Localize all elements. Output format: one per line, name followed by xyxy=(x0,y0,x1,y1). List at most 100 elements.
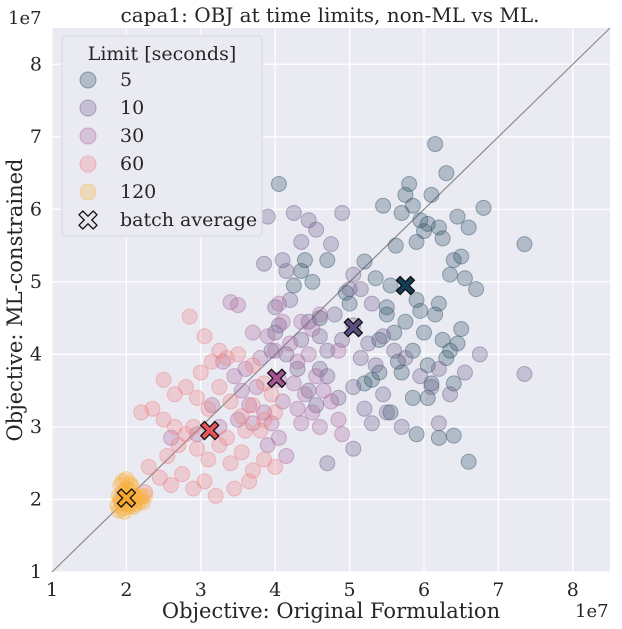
data-point-10s xyxy=(289,360,306,377)
data-point-60s xyxy=(200,400,217,417)
data-point-10s xyxy=(308,397,325,414)
data-point-5s xyxy=(404,389,421,406)
data-point-10s xyxy=(308,221,325,238)
x-tick-label: 5 xyxy=(344,579,356,601)
data-point-60s xyxy=(267,404,284,421)
data-point-10s xyxy=(282,292,299,308)
data-point-10s xyxy=(319,342,336,359)
x-offset-label: 1e7 xyxy=(575,601,609,622)
data-point-10s xyxy=(352,281,369,298)
data-point-5s xyxy=(460,453,477,470)
data-point-30s xyxy=(230,297,246,314)
data-point-60s xyxy=(159,447,176,464)
y-axis-label: Objective: ML-constrained xyxy=(3,159,27,442)
data-point-30s xyxy=(259,328,276,345)
data-point-5s xyxy=(419,389,436,406)
data-point-5s xyxy=(387,237,404,254)
y-tick-label: 4 xyxy=(30,343,42,365)
data-point-5s xyxy=(337,284,354,301)
data-point-60s xyxy=(244,462,261,479)
legend-label: 5 xyxy=(120,69,132,91)
data-point-10s xyxy=(375,386,392,403)
data-point-5s xyxy=(393,364,410,381)
data-point-10s xyxy=(311,328,328,345)
data-point-5s xyxy=(456,270,473,287)
data-point-60s xyxy=(144,400,161,417)
data-point-30s xyxy=(289,353,306,370)
data-point-60s xyxy=(267,458,284,475)
data-point-60s xyxy=(237,422,254,439)
data-point-5s xyxy=(445,375,462,392)
data-point-60s xyxy=(155,411,172,428)
data-point-60s xyxy=(233,444,250,461)
data-point-10s xyxy=(386,342,403,359)
data-point-60s xyxy=(140,458,157,475)
data-point-10s xyxy=(412,368,429,385)
data-point-10s xyxy=(423,379,440,396)
data-point-30s xyxy=(244,324,261,341)
data-point-5s xyxy=(419,357,436,374)
data-point-10s xyxy=(326,306,343,323)
data-point-5s xyxy=(434,230,451,247)
data-point-30s xyxy=(330,411,347,428)
data-point-5s xyxy=(468,281,485,298)
data-point-60s xyxy=(189,389,206,406)
legend-label: 60 xyxy=(120,153,144,175)
data-point-30s xyxy=(263,415,280,432)
data-point-30s xyxy=(259,437,276,454)
data-point-5s xyxy=(445,427,462,444)
x-axis-label: Objective: Original Formulation xyxy=(162,599,500,623)
data-point-5s xyxy=(412,212,429,229)
data-point-5s xyxy=(393,204,410,221)
data-point-10s xyxy=(471,346,488,363)
data-point-10s xyxy=(323,236,339,253)
data-point-5s xyxy=(404,342,421,359)
data-point-10s xyxy=(270,317,287,334)
data-point-30s xyxy=(289,400,306,417)
data-point-60s xyxy=(211,437,228,454)
data-point-30s xyxy=(244,415,261,432)
data-point-60s xyxy=(244,397,261,414)
data-point-5s xyxy=(449,208,466,225)
x-tick-label: 2 xyxy=(120,579,132,601)
data-point-5s xyxy=(442,342,459,359)
data-point-10s xyxy=(430,415,447,432)
data-point-10s xyxy=(300,313,317,330)
data-point-60s xyxy=(189,440,206,457)
data-point-5s xyxy=(311,310,328,327)
data-point-10s xyxy=(352,350,369,367)
data-point-60s xyxy=(252,422,269,439)
data-point-5s xyxy=(341,295,358,312)
data-point-10s xyxy=(267,324,284,341)
data-point-60s xyxy=(222,393,239,410)
data-point-120s xyxy=(133,488,150,505)
x-tick-label: 6 xyxy=(418,579,430,601)
y-tick-label: 2 xyxy=(30,488,42,510)
data-point-30s xyxy=(256,404,273,421)
data-point-60s xyxy=(218,429,235,446)
data-point-10s xyxy=(293,233,310,250)
data-point-10s xyxy=(430,360,447,377)
data-point-10s xyxy=(300,212,317,229)
data-point-30s xyxy=(293,313,310,330)
x-tick-label: 3 xyxy=(195,579,207,601)
legend-marker-batch-average xyxy=(78,210,98,230)
data-point-5s xyxy=(270,175,287,192)
data-point-5s xyxy=(367,270,384,287)
data-point-10s xyxy=(274,252,291,269)
data-point-10s xyxy=(345,440,362,457)
y-tick-label: 1 xyxy=(30,561,42,583)
data-point-60s xyxy=(163,476,180,493)
data-point-10s xyxy=(341,281,358,298)
legend-marker-120 xyxy=(79,183,97,201)
data-point-10s xyxy=(363,415,380,432)
data-point-10s xyxy=(330,389,347,406)
data-point-60s xyxy=(207,487,224,504)
data-point-60s xyxy=(166,418,183,435)
data-point-5s xyxy=(423,186,440,203)
data-point-30s xyxy=(304,404,321,421)
data-point-30s xyxy=(222,294,239,311)
data-point-30s xyxy=(293,415,310,432)
data-point-30s xyxy=(203,397,220,414)
